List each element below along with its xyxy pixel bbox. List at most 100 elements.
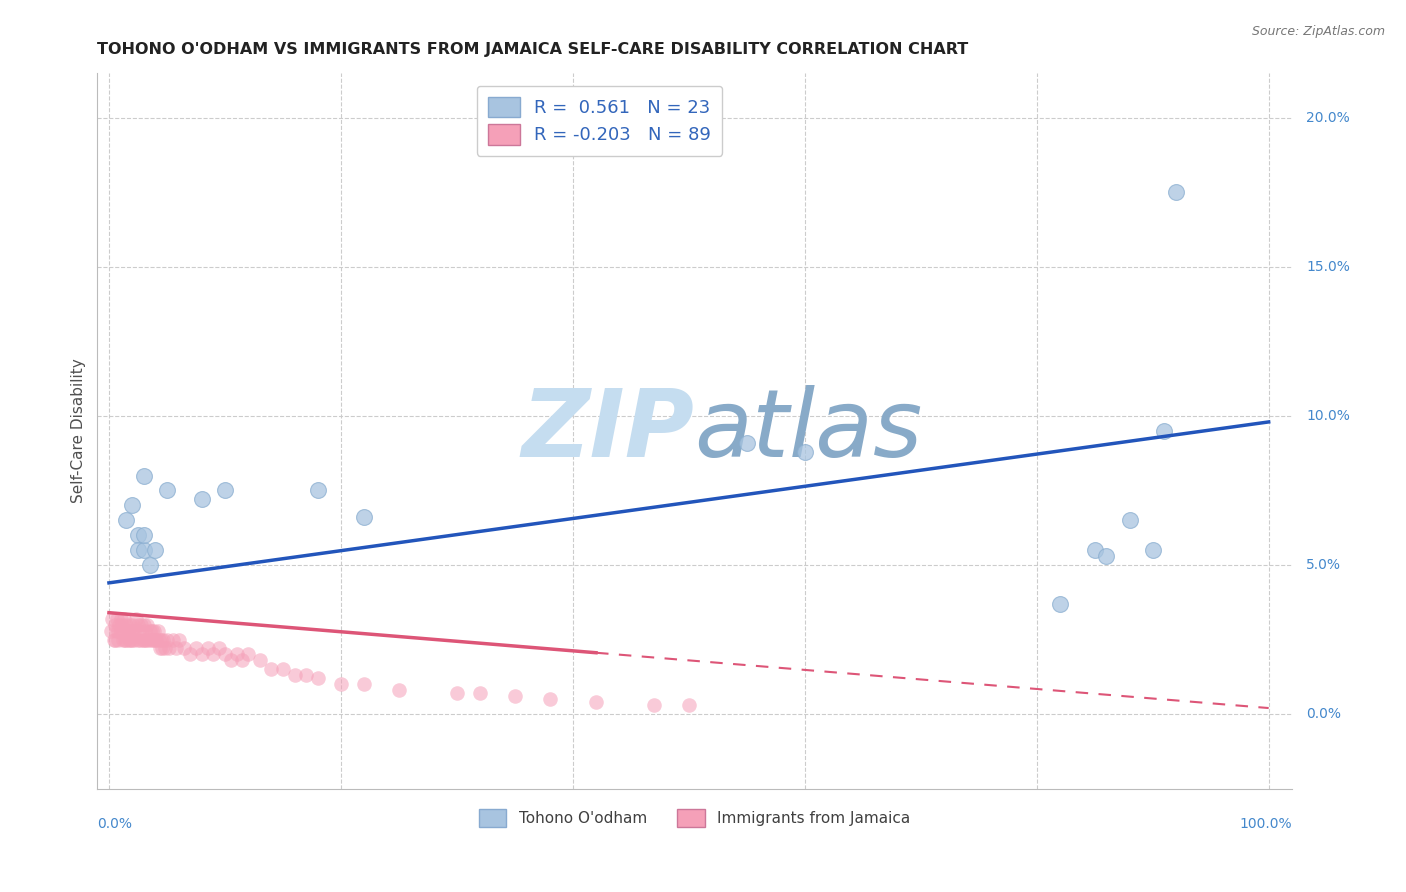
Point — [307, 671, 329, 685]
Point — [283, 668, 305, 682]
Point — [128, 624, 150, 638]
Point — [190, 648, 212, 662]
Text: 0.0%: 0.0% — [1306, 707, 1341, 721]
Text: Source: ZipAtlas.com: Source: ZipAtlas.com — [1251, 25, 1385, 38]
Point — [148, 632, 170, 647]
Point — [295, 668, 318, 682]
Point — [146, 624, 169, 638]
Point — [110, 624, 132, 638]
Point — [107, 624, 129, 638]
Point — [115, 617, 138, 632]
Point — [271, 662, 294, 676]
Point — [329, 677, 352, 691]
Text: 100.0%: 100.0% — [1239, 817, 1292, 831]
Text: 20.0%: 20.0% — [1306, 111, 1350, 125]
Point — [124, 632, 146, 647]
Text: ZIP: ZIP — [522, 384, 695, 477]
Point — [643, 698, 665, 712]
Point — [104, 624, 127, 638]
Point — [127, 543, 149, 558]
Point — [104, 617, 127, 632]
Point — [108, 617, 131, 632]
Point — [135, 632, 157, 647]
Point — [138, 558, 160, 572]
Text: TOHONO O'ODHAM VS IMMIGRANTS FROM JAMAICA SELF-CARE DISABILITY CORRELATION CHART: TOHONO O'ODHAM VS IMMIGRANTS FROM JAMAIC… — [97, 42, 969, 57]
Point — [115, 632, 138, 647]
Point — [503, 689, 526, 703]
Point — [124, 612, 146, 626]
Point — [111, 632, 134, 647]
Text: 5.0%: 5.0% — [1306, 558, 1341, 572]
Point — [103, 632, 125, 647]
Point — [104, 632, 127, 647]
Point — [150, 632, 173, 647]
Point — [110, 612, 132, 626]
Point — [132, 543, 155, 558]
Point — [260, 662, 283, 676]
Point — [353, 510, 375, 524]
Text: atlas: atlas — [695, 385, 922, 476]
Point — [468, 686, 491, 700]
Point — [124, 624, 146, 638]
Point — [111, 617, 134, 632]
Legend: Tohono O'odham, Immigrants from Jamaica: Tohono O'odham, Immigrants from Jamaica — [471, 802, 918, 835]
Point — [1164, 186, 1187, 200]
Point — [167, 632, 190, 647]
Point — [100, 624, 122, 638]
Text: 10.0%: 10.0% — [1306, 409, 1350, 423]
Point — [150, 641, 173, 656]
Point — [143, 632, 166, 647]
Point — [249, 653, 271, 667]
Point — [149, 641, 172, 656]
Point — [101, 612, 124, 626]
Point — [115, 513, 138, 527]
Point — [735, 435, 758, 450]
Point — [307, 483, 329, 498]
Point — [1049, 597, 1071, 611]
Point — [585, 695, 607, 709]
Point — [793, 444, 815, 458]
Point — [138, 624, 160, 638]
Point — [129, 632, 152, 647]
Point — [121, 632, 143, 647]
Point — [142, 632, 165, 647]
Y-axis label: Self-Care Disability: Self-Care Disability — [72, 359, 86, 503]
Point — [143, 624, 166, 638]
Point — [388, 683, 411, 698]
Point — [1095, 549, 1118, 563]
Point — [152, 632, 174, 647]
Point — [127, 617, 149, 632]
Point — [117, 624, 139, 638]
Point — [118, 632, 141, 647]
Point — [156, 483, 179, 498]
Point — [231, 653, 253, 667]
Point — [132, 528, 155, 542]
Point — [136, 617, 159, 632]
Point — [153, 641, 176, 656]
Point — [138, 632, 160, 647]
Point — [139, 632, 162, 647]
Point — [120, 624, 142, 638]
Point — [157, 641, 180, 656]
Point — [1118, 513, 1140, 527]
Point — [353, 677, 375, 691]
Point — [131, 617, 153, 632]
Point — [127, 528, 149, 542]
Point — [678, 698, 700, 712]
Point — [165, 641, 187, 656]
Point — [111, 624, 134, 638]
Point — [446, 686, 468, 700]
Point — [156, 632, 179, 647]
Point — [162, 632, 184, 647]
Point — [179, 648, 201, 662]
Point — [121, 499, 143, 513]
Point — [190, 492, 212, 507]
Point — [184, 641, 207, 656]
Point — [121, 624, 143, 638]
Point — [225, 648, 247, 662]
Text: 0.0%: 0.0% — [97, 817, 132, 831]
Point — [145, 632, 167, 647]
Point — [208, 641, 231, 656]
Point — [114, 632, 136, 647]
Point — [118, 632, 141, 647]
